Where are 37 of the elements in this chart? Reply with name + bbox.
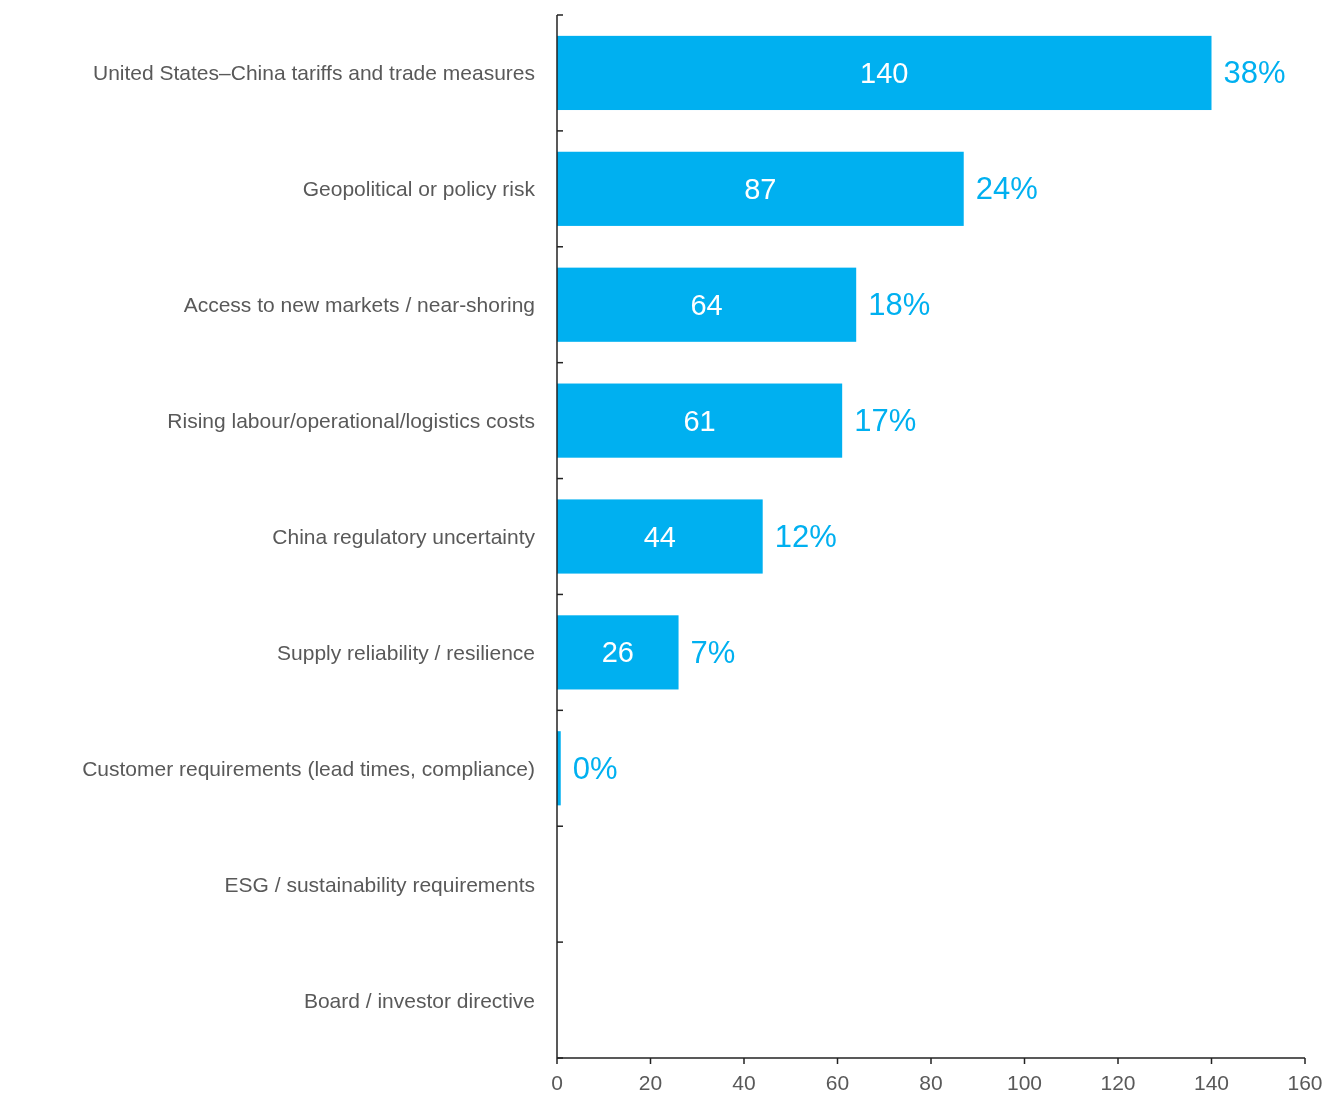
x-tick-label: 40 bbox=[732, 1071, 756, 1094]
annotation: 7% bbox=[690, 634, 736, 670]
data-label: 87 bbox=[744, 172, 777, 205]
x-tick-label: 0 bbox=[551, 1071, 563, 1094]
data-label: 140 bbox=[860, 56, 909, 89]
data-label: 61 bbox=[683, 404, 716, 437]
y-tick-label: ESG / sustainability requirements bbox=[224, 872, 535, 896]
y-tick-label: United States–China tariffs and trade measures bbox=[92, 61, 535, 85]
data-label: 26 bbox=[601, 636, 634, 669]
annotation: 0% bbox=[572, 750, 618, 786]
bar bbox=[557, 615, 679, 690]
bar bbox=[557, 499, 763, 574]
annotation: 38% bbox=[1223, 55, 1286, 91]
y-tick-label: Supply reliability / resilience bbox=[277, 640, 535, 664]
bar bbox=[557, 383, 843, 458]
annotation: 12% bbox=[774, 519, 837, 554]
annotation: 18% bbox=[868, 287, 931, 323]
y-tick-label: Geopolitical or policy risk bbox=[302, 177, 536, 201]
x-tick-label: 100 bbox=[1006, 1071, 1043, 1094]
x-tick-label: 140 bbox=[1193, 1071, 1230, 1094]
y-tick-label: Customer requirements (lead times, compliance) bbox=[82, 756, 535, 780]
x-tick-label: 20 bbox=[638, 1071, 663, 1094]
x-tick-label: 160 bbox=[1287, 1071, 1323, 1094]
bar bbox=[557, 151, 964, 226]
y-tick-label: China regulatory uncertainty bbox=[272, 525, 536, 548]
bar bbox=[557, 35, 1212, 111]
x-tick-label: 60 bbox=[825, 1071, 850, 1094]
x-tick-label: 80 bbox=[919, 1071, 943, 1094]
annotation: 17% bbox=[854, 403, 917, 439]
y-tick-label: Access to new markets / near-shoring bbox=[183, 293, 535, 317]
data-label: 64 bbox=[690, 288, 723, 321]
bar bbox=[557, 267, 857, 342]
annotation: 24% bbox=[975, 171, 1038, 207]
data-label: 44 bbox=[643, 520, 676, 553]
y-tick-label: Rising labour/operational/logistics costs bbox=[167, 409, 535, 433]
y-tick-label: Board / investor directive bbox=[303, 988, 535, 1012]
x-tick-label: 120 bbox=[1100, 1071, 1136, 1094]
